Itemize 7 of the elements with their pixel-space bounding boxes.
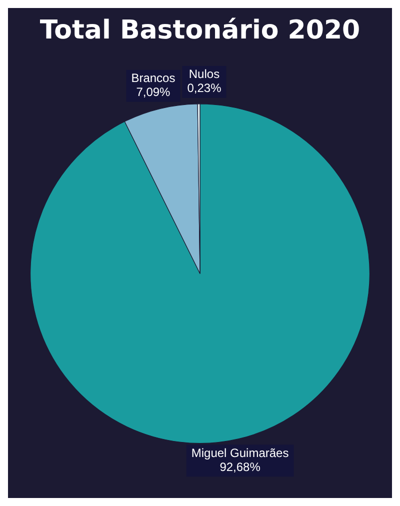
data-label: 0,23% <box>187 81 222 96</box>
data-label: 7,09% <box>136 85 171 100</box>
chart-title: Total Bastonário 2020 <box>40 15 360 46</box>
slice-label: Brancos <box>131 71 176 86</box>
slice-label: Miguel Guimarães <box>191 446 289 460</box>
data-label: 92,68% <box>220 460 261 474</box>
slice-label: Nulos <box>188 67 220 82</box>
